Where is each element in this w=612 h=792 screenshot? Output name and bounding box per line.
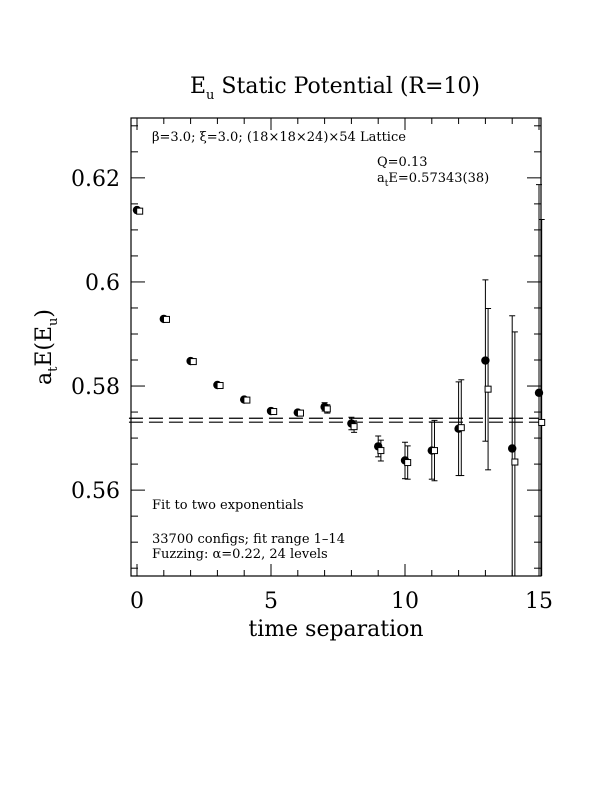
- y-axis-title: atE(Eu): [32, 309, 61, 385]
- data-point-square: [136, 207, 144, 215]
- data-point-square: [511, 458, 519, 466]
- fit-note: Fit to two exponentials: [152, 498, 304, 513]
- x-tick-label: 0: [130, 589, 144, 614]
- fit-band: [128, 417, 539, 423]
- chart-title: Eu Static Potential (R=10): [190, 74, 480, 103]
- y-tick-label: 0.58: [71, 375, 120, 400]
- data-point-square: [484, 385, 492, 393]
- x-tick-labels: 0 5 10 15: [130, 589, 553, 614]
- data-point-square: [350, 423, 358, 431]
- data-point: [481, 356, 490, 365]
- data-point-square: [377, 447, 385, 455]
- data-point-square: [430, 447, 438, 455]
- configs-note: 33700 configs; fit range 1–14: [152, 532, 345, 547]
- data-point-square: [538, 418, 546, 426]
- data-point: [534, 388, 544, 397]
- data-point-square: [323, 405, 331, 413]
- data-point-square: [243, 396, 251, 404]
- data-point: [508, 444, 517, 453]
- data-point-square: [270, 408, 278, 416]
- data-point-square: [296, 409, 304, 417]
- data-point-square: [404, 459, 412, 467]
- data-series: [132, 184, 546, 576]
- y-tick-label: 0.6: [85, 271, 120, 296]
- plot-frame: [130, 117, 542, 577]
- lattice-note: β=3.0; ξ=3.0; (18×18×24)×54 Lattice: [152, 130, 406, 145]
- fuzzing-note: Fuzzing: α=0.22, 24 levels: [152, 547, 328, 562]
- x-tick-label: 15: [525, 589, 553, 614]
- data-point-square: [216, 382, 224, 390]
- x-tick-label: 5: [264, 589, 278, 614]
- x-tick-label: 10: [391, 589, 419, 614]
- fit-result: atE=0.57343(38): [377, 171, 489, 189]
- data-point-square: [189, 358, 197, 366]
- data-point-square: [162, 315, 170, 323]
- y-tick-labels: 0.56 0.58 0.6 0.62: [71, 167, 120, 504]
- axis-ticks: [131, 118, 541, 576]
- data-point-square: [457, 424, 465, 432]
- q-note: Q=0.13: [377, 155, 428, 170]
- x-axis-title: time separation: [248, 617, 423, 642]
- y-tick-label: 0.62: [71, 167, 120, 192]
- y-tick-label: 0.56: [71, 479, 120, 504]
